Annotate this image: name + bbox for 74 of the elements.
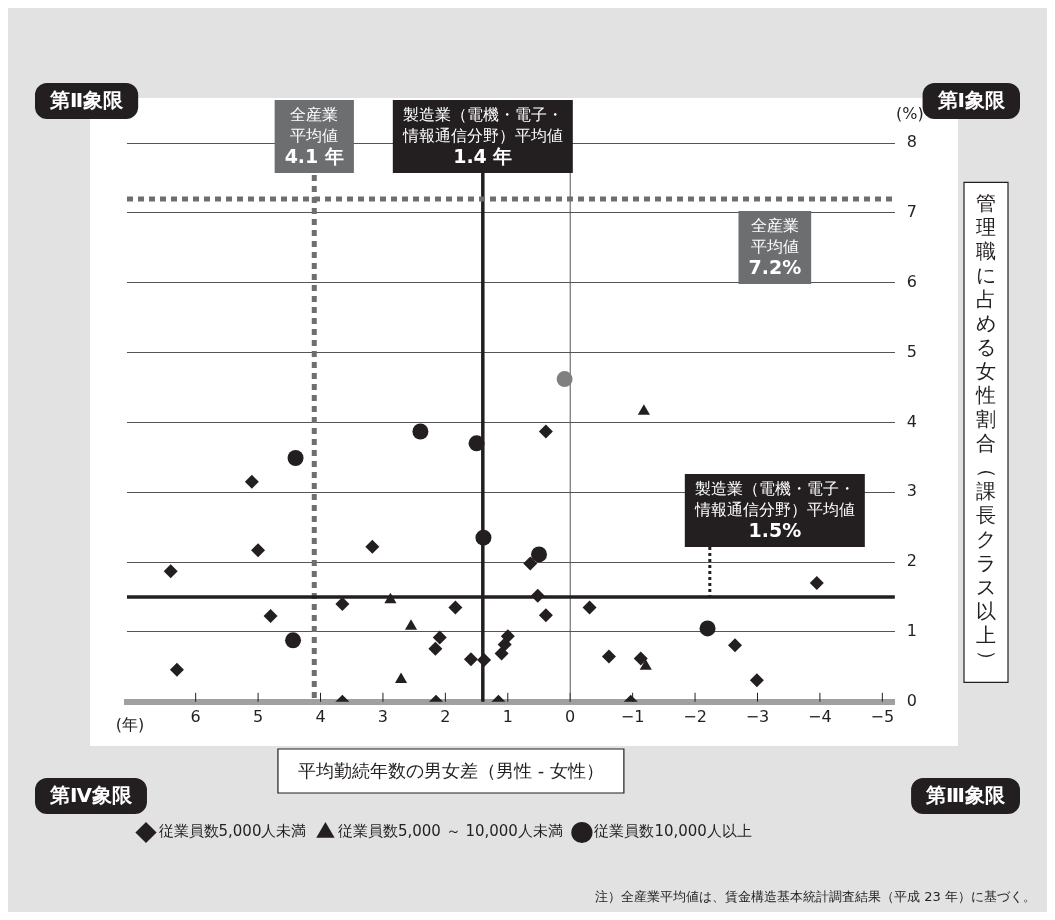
- point: [463, 652, 478, 667]
- ref-line-label: 製造業（電機・電子・情報通信分野）平均値1.4 年: [401, 105, 563, 167]
- text: (%): [895, 104, 924, 124]
- point: [538, 608, 553, 623]
- y-tick-label: 7: [906, 202, 918, 222]
- y-tick-label: 2: [906, 551, 918, 571]
- text: 注）全産業平均値は、賃金構造基本統計調査結果（平成 23 年）に基づく。: [595, 889, 1036, 905]
- text: 第Ⅰ象限: [936, 88, 1006, 113]
- point: [639, 659, 652, 670]
- point: [494, 646, 509, 661]
- y-tick-label: 8: [906, 132, 918, 152]
- x-tick-label: 1: [502, 706, 513, 726]
- point: [582, 600, 597, 615]
- point: [530, 588, 545, 603]
- text: (年): [115, 714, 145, 734]
- ref-line-label: 全産業平均値7.2%: [748, 216, 802, 278]
- x-tick-label: −4: [808, 706, 832, 726]
- legend-label: 従業員数5,000人未満: [158, 822, 307, 841]
- text: 第Ⅳ象限: [48, 783, 133, 808]
- point: [263, 608, 278, 623]
- point: [428, 641, 443, 656]
- point: [287, 450, 304, 467]
- x-tick-label: 6: [190, 706, 201, 726]
- x-tick-label: 2: [440, 706, 451, 726]
- point: [749, 673, 764, 688]
- point: [335, 597, 350, 612]
- point: [699, 620, 716, 637]
- x-tick-label: 5: [253, 706, 264, 726]
- x-tick-label: 0: [565, 706, 576, 726]
- point: [448, 600, 463, 615]
- point: [468, 435, 485, 452]
- y-tick-label: 0: [906, 690, 918, 710]
- y-tick-label: 1: [906, 621, 918, 641]
- point: [404, 619, 418, 630]
- text: 第Ⅱ象限: [48, 88, 125, 113]
- x-tick-label: −1: [620, 706, 645, 726]
- point: [538, 424, 553, 439]
- point: [531, 546, 547, 563]
- x-tick-label: 3: [377, 706, 389, 726]
- point: [601, 649, 616, 664]
- y-tick-label: 6: [906, 271, 918, 291]
- x-tick-label: 4: [315, 706, 326, 726]
- ref-line-label: 製造業（電機・電子・情報通信分野）平均値1.5%: [693, 479, 855, 541]
- legend-label: 従業員数10,000人以上: [594, 822, 752, 841]
- x-tick-label: −5: [870, 706, 895, 726]
- point: [365, 539, 380, 554]
- x-axis-title: 平均勤続年数の男女差（男性 - 女性）: [297, 759, 604, 781]
- point: [728, 638, 743, 653]
- y-tick-label: 3: [906, 481, 918, 501]
- point: [637, 404, 650, 415]
- y-tick-label: 5: [906, 341, 918, 361]
- point: [163, 564, 178, 579]
- legend-label: 従業員数5,000 ～ 10,000人未満: [337, 822, 563, 841]
- text: 第Ⅲ象限: [925, 783, 1006, 808]
- point: [523, 556, 538, 571]
- text: 管理職に占める女性割合（課長クラス以上）: [975, 190, 1000, 671]
- point: [556, 371, 573, 388]
- point: [244, 474, 259, 489]
- x-tick-label: −3: [745, 706, 770, 726]
- point: [477, 652, 492, 667]
- point: [394, 672, 408, 683]
- y-tick-label: 4: [906, 411, 918, 431]
- point: [412, 423, 429, 440]
- point: [475, 529, 492, 546]
- x-tick-label: −2: [683, 706, 707, 726]
- ref-line-label: 全産業平均値4.1 年: [284, 105, 344, 167]
- point: [432, 630, 447, 645]
- point: [497, 637, 512, 652]
- point: [251, 543, 266, 558]
- point: [169, 662, 184, 677]
- point: [384, 592, 397, 604]
- point: [809, 576, 824, 591]
- point: [633, 651, 648, 666]
- point: [285, 632, 302, 649]
